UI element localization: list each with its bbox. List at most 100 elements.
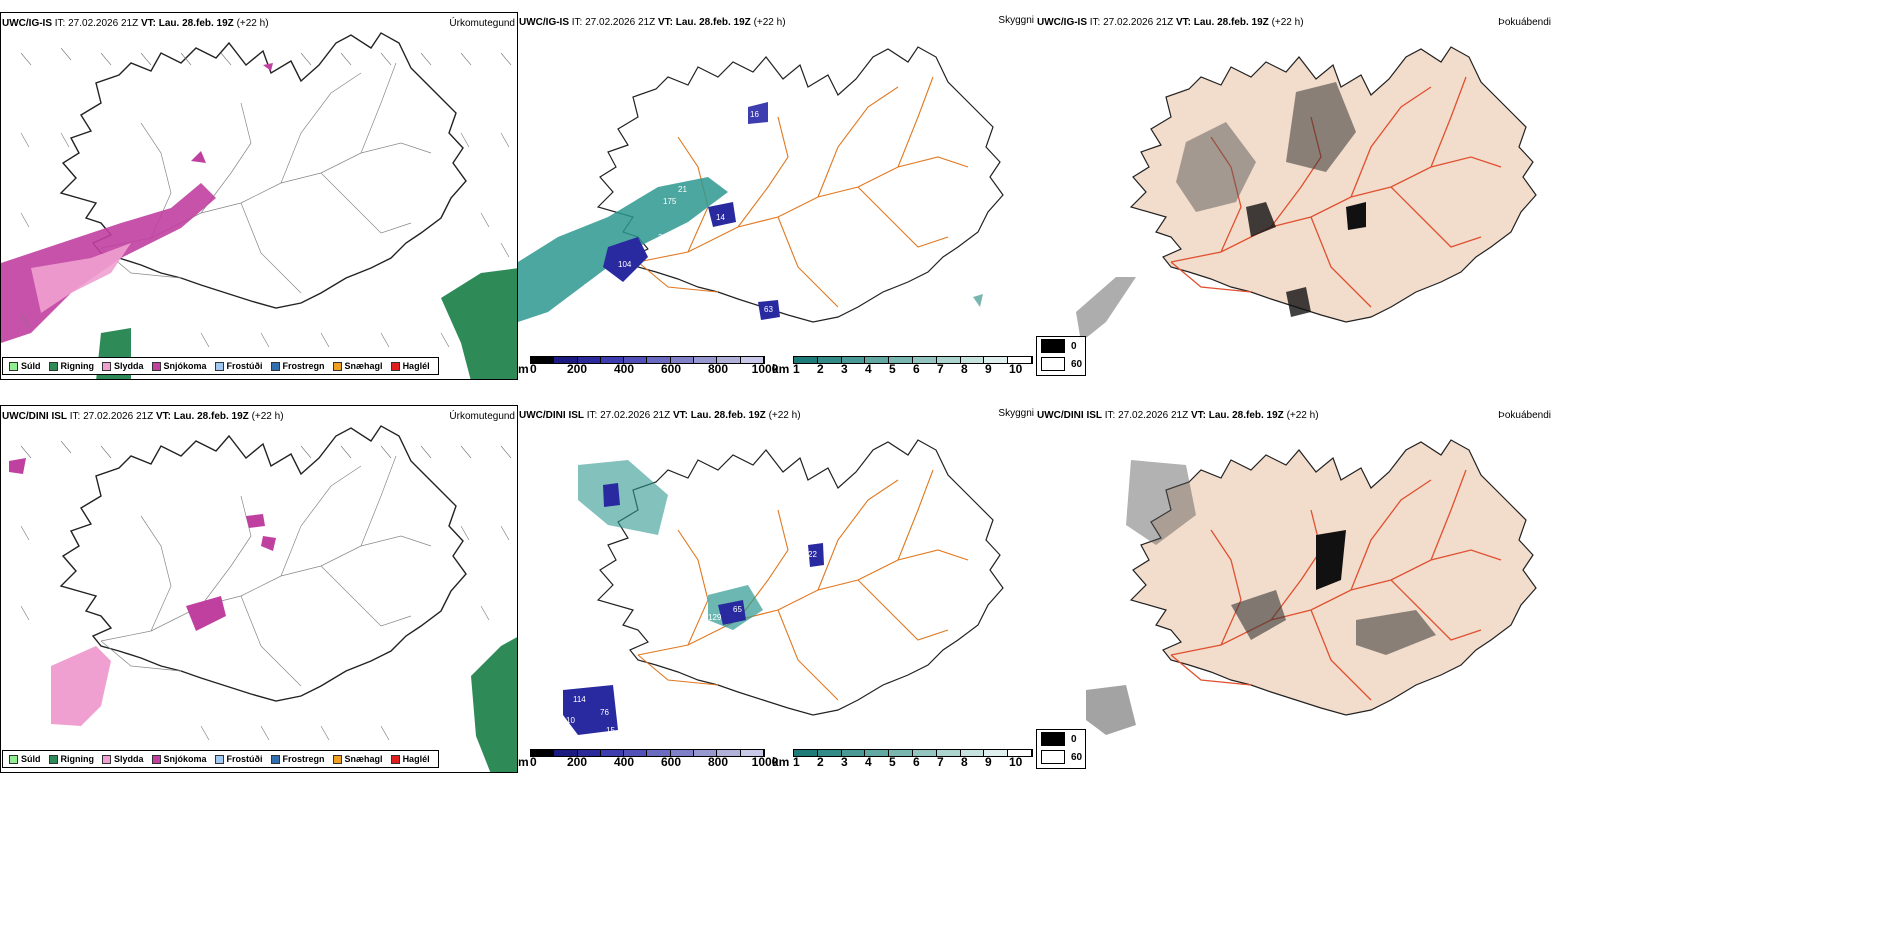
colorbar-tick-label: 10 <box>1009 755 1023 769</box>
cloud-label: 18 <box>563 300 572 309</box>
colorbar-segment <box>531 357 555 363</box>
fog-panel-row1: UWC/IG-IS IT: 27.02.2026 21Z VT: Lau. 28… <box>1036 12 1553 380</box>
colorbar-tick-label: 6 <box>913 755 920 769</box>
colorbar-segment <box>865 750 890 756</box>
legend-item: Slydda <box>102 361 144 371</box>
cloud-label: 22 <box>808 550 817 559</box>
precip-panel-row1: UWC/IG-IS IT: 27.02.2026 21Z VT: Lau. 28… <box>0 12 518 380</box>
cloud-panel-row1: 21 175 367 81 104 197 18 93 63 14 16 UWC… <box>518 12 1036 380</box>
colorbar-tick-label: 9 <box>985 755 992 769</box>
cloud-base-unit: m <box>518 362 529 376</box>
cloud-label: 65 <box>733 605 742 614</box>
colorbar-segment <box>624 750 648 756</box>
fog-map-row1 <box>1076 46 1537 342</box>
cloud-map-row1: 21 175 367 81 104 197 18 93 63 14 16 <box>518 46 1004 323</box>
colorbar-tick-label: 1 <box>793 755 800 769</box>
colorbar-tick-label: 3 <box>841 362 848 376</box>
legend-item: Haglél <box>390 361 430 371</box>
cloud-label: 93 <box>588 310 597 319</box>
cloud-label: 10 <box>566 716 575 725</box>
colorbar-segment <box>912 357 937 363</box>
legend-item: Frostúði <box>214 361 263 371</box>
colorbar-segment <box>817 357 842 363</box>
cloud-label: 76 <box>600 708 609 717</box>
colorbar-segment <box>912 750 937 756</box>
legend-item: Snjókoma <box>151 754 207 764</box>
colorbar-segment <box>554 750 578 756</box>
cloud-label: 197 <box>583 283 597 292</box>
swatch-drizzle <box>9 361 18 371</box>
colorbar-tick-label: 0 <box>530 755 537 769</box>
colorbar-segment <box>960 750 985 756</box>
precip-title-row1: UWC/IG-IS IT: 27.02.2026 21Z VT: Lau. 28… <box>2 18 269 29</box>
swatch-graupel <box>332 361 342 371</box>
colorbar-segment <box>936 750 961 756</box>
cloud-label: 14 <box>716 213 725 222</box>
colorbar-tick-label: 2 <box>817 755 824 769</box>
swatch-rain <box>48 361 58 371</box>
valid-time: Lau. 28.feb. 19Z <box>158 18 234 29</box>
visibility-unit: km <box>772 362 790 376</box>
cloud-panel-label: Skyggni <box>998 15 1034 26</box>
cloud-label: 26 <box>660 588 669 597</box>
colorbar-tick-label: 800 <box>707 755 729 769</box>
colorbar-segment <box>1008 357 1032 363</box>
colorbar-tick-label: 2 <box>817 362 824 376</box>
legend-item: Rigning <box>48 754 94 764</box>
valid-label: VT: <box>140 18 156 29</box>
cloud-map-row2: 114 76 10 15 129 65 16 26 22 <box>563 439 1004 735</box>
swatch-snow <box>151 361 161 371</box>
colorbar-tick-label: 3 <box>841 755 848 769</box>
precip-legend-row2: Súld Rigning Slydda Snjókoma Frostúði Fr… <box>2 750 439 768</box>
colorbar-tick-label: 5 <box>889 362 896 376</box>
colorbar-segment <box>794 750 818 756</box>
visibility-colorbar <box>793 356 1033 364</box>
init-time: IT: 27.02.2026 21Z <box>54 18 139 29</box>
legend-item: Frostregn <box>270 754 325 764</box>
fog-title-row2: UWC/DINI ISL IT: 27.02.2026 21Z VT: Lau.… <box>1037 410 1319 421</box>
fog-legend-item: 0 <box>1037 730 1085 748</box>
precip-title-row2: UWC/DINI ISL IT: 27.02.2026 21Z VT: Lau.… <box>2 411 284 422</box>
legend-item: Snjókoma <box>151 361 207 371</box>
swatch-hail <box>390 361 400 371</box>
legend-item: Frostregn <box>270 361 325 371</box>
visibility-unit: km <box>772 755 790 769</box>
fog-legend-item: 60 <box>1037 748 1085 766</box>
cloud-panel-label: Skyggni <box>998 408 1034 419</box>
model-name: UWC/IG-IS <box>2 18 52 29</box>
colorbar-tick-label: 600 <box>660 755 682 769</box>
colorbar-segment <box>600 750 625 756</box>
fog-map-row2 <box>1086 439 1537 735</box>
colorbar-segment <box>694 357 718 363</box>
colorbar-tick-label: 7 <box>937 362 944 376</box>
cloud-label: 129 <box>708 613 722 622</box>
colorbar-tick-label: 200 <box>566 755 588 769</box>
colorbar-tick-label: 0 <box>530 362 537 376</box>
colorbar-segment <box>577 750 601 756</box>
cloud-base-colorbar <box>530 356 765 364</box>
colorbar-segment <box>600 357 625 363</box>
fog-legend-item: 60 <box>1037 355 1085 373</box>
colorbar-tick-label: 9 <box>985 362 992 376</box>
fog-panel-label: Þokuábendi <box>1498 17 1551 28</box>
colorbar-segment <box>577 357 601 363</box>
cloud-label: 63 <box>764 305 773 314</box>
legend-item: Súld <box>9 754 41 764</box>
cloud-base-unit: m <box>518 755 529 769</box>
legend-item: Haglél <box>390 754 430 764</box>
colorbar-segment <box>841 750 866 756</box>
colorbar-segment <box>889 357 913 363</box>
colorbar-segment <box>554 357 578 363</box>
colorbar-tick-label: 7 <box>937 755 944 769</box>
precip-type-label: Úrkomutegund <box>449 18 515 29</box>
cloud-label: 16 <box>750 110 759 119</box>
colorbar-segment <box>624 357 648 363</box>
colorbar-segment <box>531 750 555 756</box>
colorbar-segment <box>647 357 671 363</box>
legend-item: Slydda <box>102 754 144 764</box>
colorbar-tick-label: 4 <box>865 755 872 769</box>
legend-item: Snæhagl <box>332 754 383 764</box>
cloud-label: 16 <box>676 576 685 585</box>
precip-panel-row2: UWC/DINI ISL IT: 27.02.2026 21Z VT: Lau.… <box>0 405 518 773</box>
colorbar-tick-label: 1000 <box>751 755 779 769</box>
